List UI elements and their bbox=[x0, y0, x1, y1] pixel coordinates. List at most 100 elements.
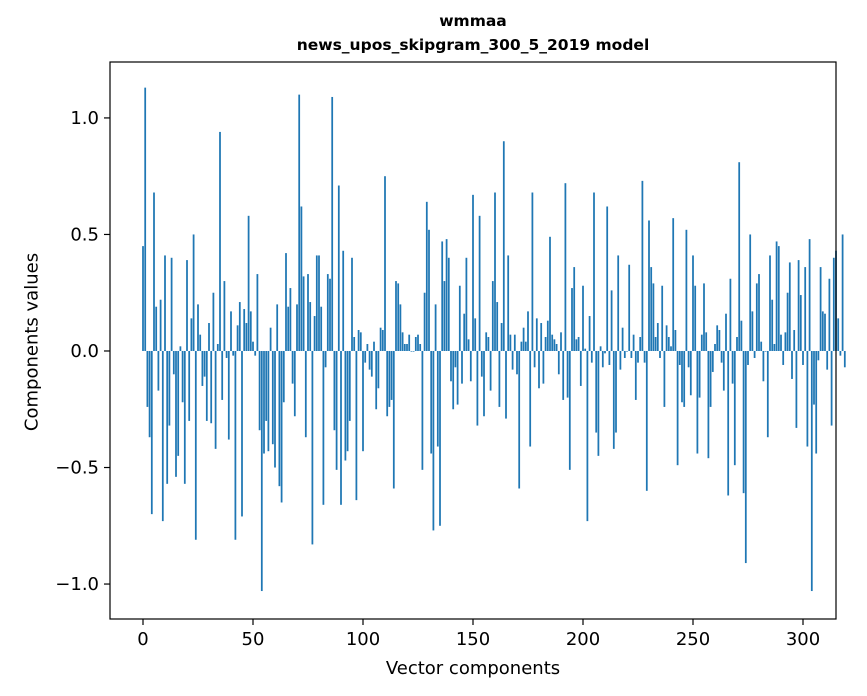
bar bbox=[606, 206, 609, 351]
x-axis-label: Vector components bbox=[385, 658, 561, 679]
bar bbox=[384, 176, 386, 351]
bar bbox=[432, 350, 435, 531]
bar bbox=[720, 350, 723, 363]
bar bbox=[764, 350, 767, 352]
bar bbox=[562, 350, 565, 400]
bar bbox=[144, 87, 147, 351]
bar bbox=[315, 255, 318, 351]
bar bbox=[351, 257, 353, 351]
bar bbox=[476, 350, 479, 426]
bar bbox=[483, 350, 485, 417]
bar bbox=[364, 350, 367, 363]
bar bbox=[300, 206, 303, 351]
bar bbox=[588, 316, 591, 351]
bar bbox=[183, 350, 186, 484]
bar bbox=[571, 288, 573, 351]
bar bbox=[203, 350, 206, 377]
bar bbox=[524, 341, 527, 351]
bar bbox=[491, 281, 494, 351]
bar bbox=[683, 350, 686, 407]
bar bbox=[593, 192, 595, 351]
bar bbox=[744, 350, 747, 564]
bar bbox=[742, 350, 745, 494]
bar bbox=[278, 350, 281, 487]
bar bbox=[676, 350, 679, 466]
x-tick-label: 100 bbox=[346, 629, 380, 650]
bar bbox=[443, 281, 446, 351]
bar bbox=[390, 350, 393, 400]
bar bbox=[155, 306, 158, 351]
bar bbox=[659, 350, 661, 358]
bar bbox=[441, 241, 444, 351]
bar bbox=[729, 278, 732, 351]
bar bbox=[703, 283, 705, 351]
bar bbox=[194, 350, 197, 540]
bar bbox=[348, 350, 351, 421]
bar bbox=[667, 337, 670, 351]
bar bbox=[533, 350, 536, 368]
bar bbox=[608, 350, 611, 365]
bar bbox=[802, 350, 804, 365]
x-tick-label: 50 bbox=[242, 629, 265, 650]
bar bbox=[747, 350, 749, 365]
bar bbox=[452, 350, 455, 410]
bar bbox=[656, 323, 659, 351]
bar bbox=[766, 350, 769, 438]
bar bbox=[219, 131, 221, 351]
bar bbox=[480, 350, 483, 377]
bar bbox=[806, 350, 809, 447]
bar bbox=[375, 350, 378, 410]
bar bbox=[736, 337, 738, 351]
bar bbox=[258, 350, 261, 431]
bar bbox=[771, 299, 774, 351]
bar bbox=[826, 350, 829, 370]
bar bbox=[522, 327, 525, 351]
bar bbox=[179, 346, 182, 351]
bar bbox=[265, 350, 268, 421]
bar bbox=[256, 274, 259, 351]
bar bbox=[775, 241, 778, 351]
bar bbox=[604, 350, 606, 354]
bar bbox=[311, 350, 314, 545]
bar bbox=[423, 292, 426, 351]
bar bbox=[359, 332, 362, 351]
bar bbox=[307, 274, 309, 351]
bar bbox=[780, 334, 782, 351]
bar bbox=[722, 350, 725, 391]
bar bbox=[403, 344, 406, 351]
bar bbox=[410, 350, 413, 352]
bar bbox=[500, 323, 503, 351]
bar bbox=[641, 180, 644, 351]
bar bbox=[584, 348, 587, 351]
bar bbox=[221, 350, 224, 400]
bar bbox=[788, 262, 791, 351]
bar bbox=[419, 344, 422, 351]
bar bbox=[243, 309, 246, 351]
bar bbox=[485, 332, 488, 351]
bar bbox=[469, 350, 472, 382]
bar bbox=[192, 234, 195, 351]
bar bbox=[386, 350, 389, 417]
bar bbox=[434, 304, 437, 351]
bar bbox=[553, 339, 556, 351]
bar bbox=[696, 350, 699, 454]
bar bbox=[694, 285, 697, 351]
y-tick-label: −1.0 bbox=[55, 574, 99, 595]
bar bbox=[377, 350, 380, 389]
bar bbox=[564, 183, 567, 351]
bar bbox=[186, 260, 188, 351]
bar bbox=[285, 253, 287, 351]
bar bbox=[654, 337, 657, 351]
bar bbox=[287, 306, 290, 351]
bar bbox=[663, 350, 666, 407]
bar bbox=[425, 201, 428, 351]
bar bbox=[819, 267, 822, 351]
bar bbox=[687, 350, 690, 368]
bar bbox=[439, 350, 441, 526]
bar bbox=[166, 350, 169, 484]
bar bbox=[837, 318, 840, 351]
bar bbox=[813, 350, 815, 405]
bar bbox=[617, 255, 620, 351]
bar bbox=[458, 285, 461, 351]
bar bbox=[227, 350, 230, 440]
